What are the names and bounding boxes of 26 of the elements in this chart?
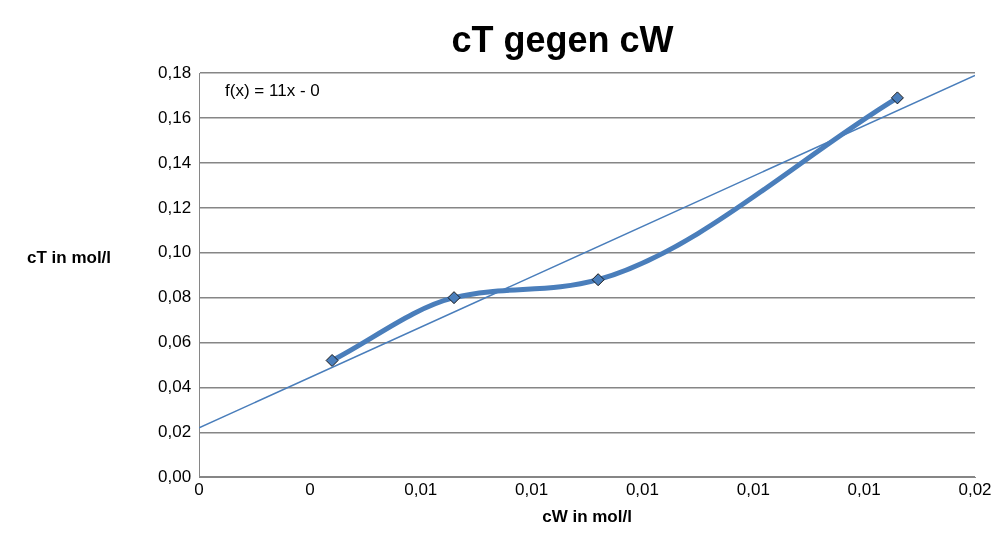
y-tick-label: 0,12 [157, 197, 192, 217]
x-tick-label: 0,01 [515, 480, 549, 500]
x-tick-label: 0,01 [625, 480, 660, 500]
y-tick-label: 0,08 [157, 287, 192, 307]
point [591, 273, 605, 287]
y-tick-label: 0,04 [157, 377, 192, 397]
y-tick-label: 0,10 [157, 242, 192, 262]
point [447, 291, 461, 305]
point [890, 91, 904, 105]
y-tick-label: 0,00 [157, 466, 192, 486]
x-tick-label: 0,01 [404, 480, 438, 500]
x-tick-label: 0 [194, 480, 204, 500]
x-tick-label: 0 [305, 480, 315, 500]
x-tick-label: 0,01 [847, 480, 881, 500]
y-tick-label: 0,14 [157, 152, 192, 172]
chart-title: cT gegen cW [451, 18, 674, 60]
y-tick-label: 0,06 [157, 332, 192, 352]
x-tick-label: 0,01 [736, 480, 770, 500]
y-tick-label: 0,18 [157, 62, 192, 82]
y-tick-label: 0,02 [157, 422, 192, 441]
x-tick-label: 0,02 [958, 480, 992, 500]
x-axis-title: cW in mol/l [542, 507, 632, 527]
y-tick-label: 0,16 [157, 107, 192, 127]
y-axis-title: cT in mol/l [27, 247, 112, 267]
annotation: f(x) = 11x - 0 [225, 81, 320, 101]
point [325, 353, 339, 367]
